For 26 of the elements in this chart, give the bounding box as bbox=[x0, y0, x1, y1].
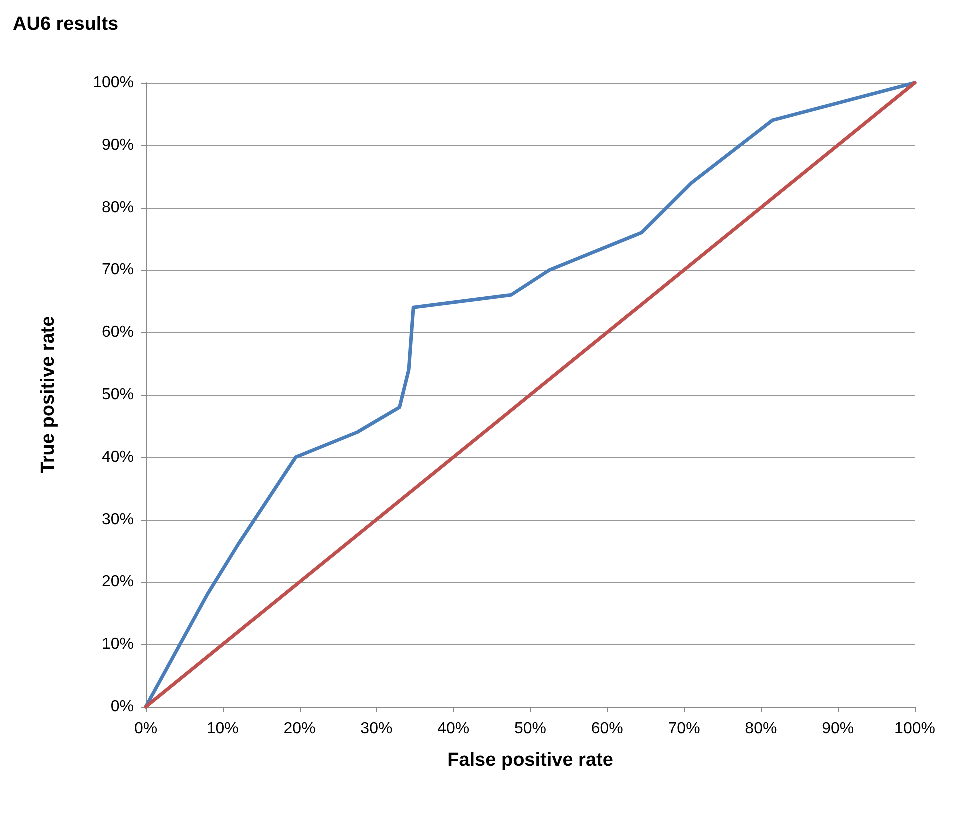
chart-title: AU6 results bbox=[13, 14, 119, 35]
line-series bbox=[144, 81, 917, 709]
x-tick-label: 0% bbox=[134, 720, 158, 738]
y-tick-label: 10% bbox=[102, 636, 134, 654]
y-tick-label: 100% bbox=[93, 74, 134, 92]
y-tick-label: 50% bbox=[102, 386, 134, 404]
x-tick-label: 10% bbox=[206, 720, 239, 738]
x-tick-label: 80% bbox=[745, 720, 778, 738]
y-axis-title: True positive rate bbox=[38, 316, 59, 474]
y-tick-label: 40% bbox=[102, 448, 134, 466]
x-tick-label: 70% bbox=[668, 720, 700, 738]
y-tick-label: 80% bbox=[102, 199, 134, 216]
x-tick-label: 60% bbox=[591, 720, 624, 738]
y-tick-label: 0% bbox=[110, 698, 134, 716]
x-tick-label: 50% bbox=[514, 720, 547, 738]
x-axis-title: False positive rate bbox=[448, 750, 614, 771]
x-tick-label: 100% bbox=[894, 720, 936, 738]
x-tick-label: 90% bbox=[822, 720, 854, 738]
x-tick-label: 20% bbox=[284, 720, 316, 738]
y-tick-label: 60% bbox=[102, 324, 134, 342]
y-tick-label: 70% bbox=[102, 262, 134, 279]
x-tick-label: 30% bbox=[360, 720, 393, 738]
x-tick-label: 40% bbox=[438, 720, 470, 738]
y-tick-label: 90% bbox=[102, 136, 134, 154]
y-tick-label: 20% bbox=[102, 574, 134, 591]
y-tick-label: 30% bbox=[102, 511, 134, 528]
